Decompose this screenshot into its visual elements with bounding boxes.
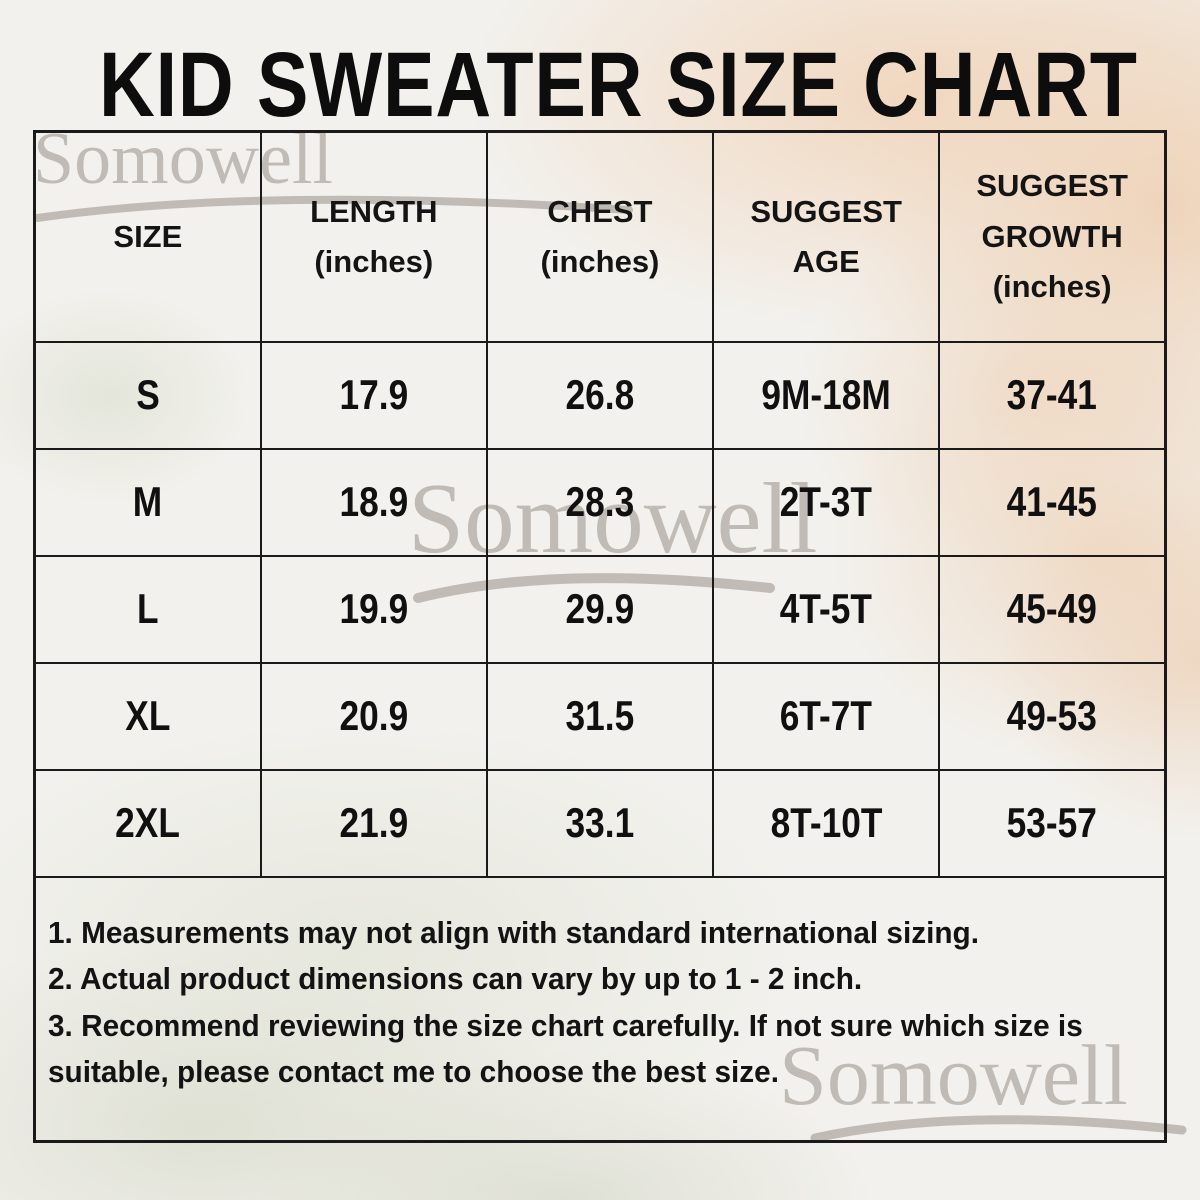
header-row: SIZE LENGTH (inches) CHEST (inches) SUGG… xyxy=(33,130,1167,343)
cell-age: 2T-3T xyxy=(712,447,941,557)
cell-length: 19.9 xyxy=(259,554,488,664)
notes-row: 1. Measurements may not align with stand… xyxy=(33,875,1167,1143)
cell-growth: 49-53 xyxy=(938,661,1167,771)
column-header-suggest-age: SUGGEST AGE xyxy=(712,130,941,343)
table-row-s: S 17.9 26.8 9M-18M 37-41 xyxy=(33,340,1167,450)
cell-length: 17.9 xyxy=(259,340,488,450)
cell-chest: 31.5 xyxy=(485,661,715,771)
size-chart-table: SIZE LENGTH (inches) CHEST (inches) SUGG… xyxy=(33,130,1167,1143)
cell-growth: 37-41 xyxy=(938,340,1167,450)
cell-age: 6T-7T xyxy=(712,661,941,771)
cell-size: XL xyxy=(33,661,262,771)
table-row-xl: XL 20.9 31.5 6T-7T 49-53 xyxy=(33,661,1167,771)
page-title-text: KID SWEATER SIZE CHART xyxy=(98,34,1138,137)
cell-size: 2XL xyxy=(33,768,262,878)
cell-size: L xyxy=(33,554,262,664)
cell-growth: 53-57 xyxy=(938,768,1167,878)
column-header-length: LENGTH (inches) xyxy=(259,130,488,343)
cell-growth: 41-45 xyxy=(938,447,1167,557)
cell-size: S xyxy=(33,340,262,450)
cell-length: 20.9 xyxy=(259,661,488,771)
cell-chest: 29.9 xyxy=(485,554,715,664)
cell-length: 21.9 xyxy=(259,768,488,878)
cell-chest: 33.1 xyxy=(485,768,715,878)
note-line-3: 3. Recommend reviewing the size chart ca… xyxy=(48,1007,1083,1090)
table-row-l: L 19.9 29.9 4T-5T 45-49 xyxy=(33,554,1167,664)
note-line-2: 2. Actual product dimensions can vary by… xyxy=(48,961,863,996)
cell-length: 18.9 xyxy=(259,447,488,557)
cell-size: M xyxy=(33,447,262,557)
cell-chest: 26.8 xyxy=(485,340,715,450)
cell-growth: 45-49 xyxy=(938,554,1167,664)
column-header-size: SIZE xyxy=(33,130,262,343)
column-header-suggest-growth: SUGGEST GROWTH (inches) xyxy=(938,130,1167,343)
table-row-2xl: 2XL 21.9 33.1 8T-10T 53-57 xyxy=(33,768,1167,878)
notes-cell: 1. Measurements may not align with stand… xyxy=(33,875,1167,1143)
cell-age: 8T-10T xyxy=(712,768,941,878)
note-line-1: 1. Measurements may not align with stand… xyxy=(48,914,980,950)
cell-chest: 28.3 xyxy=(485,447,715,557)
cell-age: 9M-18M xyxy=(712,340,941,450)
cell-age: 4T-5T xyxy=(712,554,941,664)
column-header-chest: CHEST (inches) xyxy=(485,130,715,343)
table-row-m: M 18.9 28.3 2T-3T 41-45 xyxy=(33,447,1167,557)
page-title: KID SWEATER SIZE CHART xyxy=(0,39,1200,131)
